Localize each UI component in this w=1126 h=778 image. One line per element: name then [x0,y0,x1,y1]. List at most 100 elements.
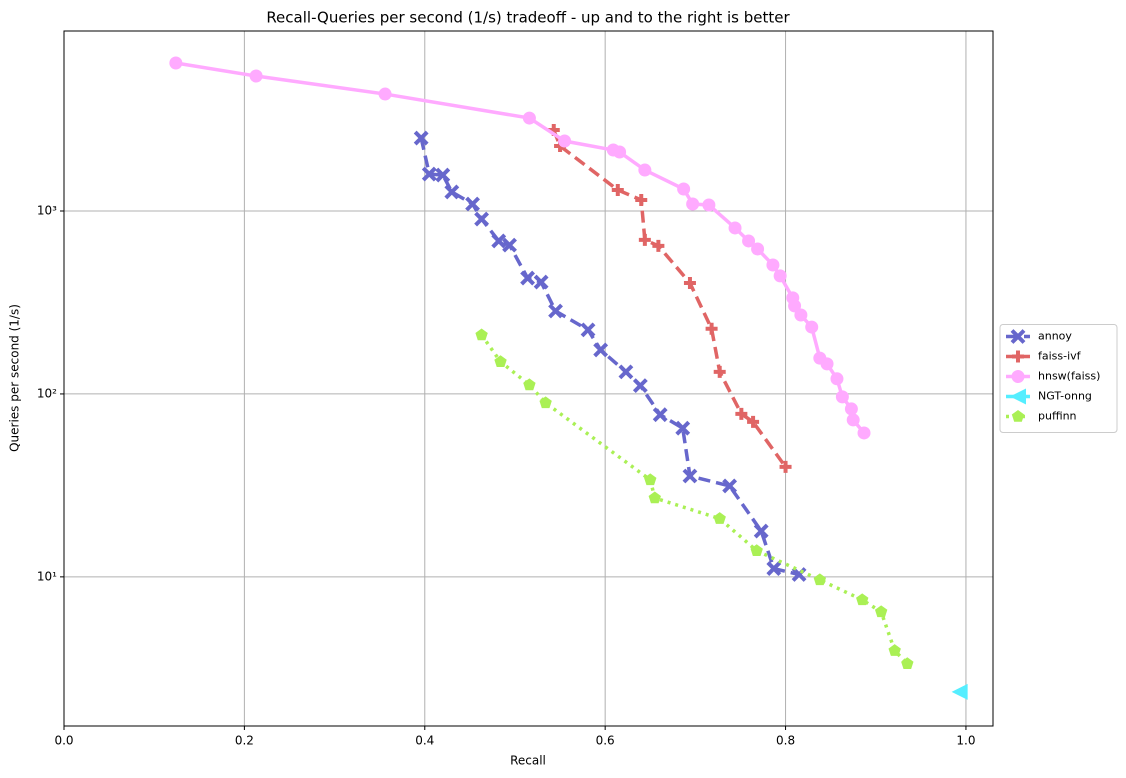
marker [611,183,624,196]
legend-label: hnsw(faiss) [1038,370,1100,383]
marker [494,355,507,367]
marker [644,473,657,486]
legend-label: puffinn [1038,410,1077,423]
marker [421,166,437,182]
marker [638,233,651,246]
marker [835,390,849,404]
y-tick-label: 10¹ [37,569,57,583]
marker [713,512,726,524]
series [413,130,807,582]
marker [788,299,802,313]
marker [491,233,507,249]
marker [465,196,480,212]
legend-marker [1010,388,1026,405]
marker [830,372,844,386]
marker [813,573,827,586]
legend-box [999,324,1118,433]
marker [522,111,536,125]
series [547,123,792,473]
x-tick-label: 0.0 [54,734,73,748]
marker [249,69,263,83]
marker [413,130,429,146]
marker [618,364,634,380]
marker [435,167,451,183]
marker [652,239,665,252]
marker [632,378,648,394]
series [951,683,968,700]
legend: annoy faiss-ivf hnsw(faiss) NGT-onng puffinn [999,324,1118,433]
marker [378,87,392,101]
y-tick-label: 10² [37,386,57,400]
grid [63,31,993,726]
x-axis-label: Recall [510,754,546,768]
legend-marker [1011,370,1025,383]
legend-label: faiss-ivf [1038,350,1082,363]
marker [539,396,552,409]
marker [683,277,696,290]
marker [751,242,765,256]
marker [444,184,460,200]
marker [753,523,769,539]
marker [951,683,968,700]
marker [742,234,756,248]
legend-label: NGT-onng [1038,390,1092,403]
marker [773,269,787,283]
marker [523,378,536,391]
x-tick-label: 0.8 [776,734,795,748]
marker [857,426,871,440]
marker [652,407,668,423]
marker [613,145,627,159]
x-tick-label: 1.0 [956,734,975,748]
x-tick-label: 0.2 [235,734,254,748]
y-axis-label: Queries per second (1/s) [8,304,22,452]
marker [779,460,792,473]
marker [846,413,860,427]
legend-label: annoy [1038,330,1072,343]
marker [722,478,738,494]
marker [713,365,726,378]
marker [747,415,760,428]
chart-title: Recall-Queries per second (1/s) tradeoff… [266,9,790,27]
marker [766,561,782,576]
marker [548,303,563,319]
marker [735,407,748,420]
marker [844,402,858,416]
series-line [419,137,800,577]
legend-marker [1010,329,1026,344]
marker [820,357,834,371]
marker [874,605,888,618]
marker [766,258,780,272]
marker [888,644,901,656]
series [475,328,914,669]
series-line [480,333,909,665]
marker [475,328,488,341]
legend-marker [1012,350,1024,363]
marker [638,163,652,177]
marker [502,237,517,253]
marker [474,211,490,227]
plot-frame [63,30,994,727]
marker [169,56,183,70]
x-tick-label: 0.6 [596,734,615,748]
marker [635,193,648,206]
marker [533,274,549,290]
y-tick-label: 10³ [37,204,57,218]
marker [682,468,698,484]
marker [580,322,596,338]
marker [705,322,718,335]
legend-marker [1011,410,1025,422]
marker [520,270,536,286]
marker [675,420,691,436]
series [169,56,871,440]
marker [805,320,819,334]
marker [702,198,716,212]
marker [794,308,808,322]
marker [686,197,700,211]
marker [728,221,742,235]
marker [593,342,609,358]
marker [558,134,572,148]
marker [856,593,869,606]
marker [901,657,914,669]
marker [648,491,661,504]
